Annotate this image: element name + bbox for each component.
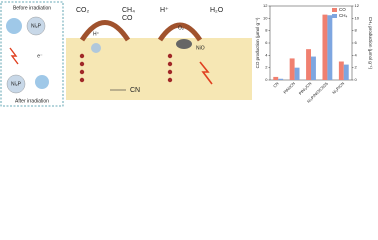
bar bbox=[278, 78, 284, 80]
y-tick-label: 10 bbox=[263, 15, 268, 20]
y2-tick-label: 8 bbox=[355, 28, 358, 33]
x-tick-label: PtNi/CN bbox=[282, 81, 296, 95]
bar bbox=[273, 76, 279, 80]
bar-chart: 0 2 4 6 8 10 12 0 2 4 6 8 10 12 CO production (μmol g⁻… bbox=[255, 3, 373, 104]
particle bbox=[6, 18, 22, 34]
ch4-label: CH₄ bbox=[122, 7, 135, 14]
bar bbox=[289, 58, 295, 80]
particle bbox=[35, 75, 49, 89]
y2-tick-label: 10 bbox=[355, 15, 360, 20]
y-tick-label: 8 bbox=[265, 28, 268, 33]
legend-label: CH₄ bbox=[339, 13, 347, 18]
y-tick-label: 4 bbox=[265, 52, 268, 57]
ni2p-label: Ni₂P bbox=[11, 81, 22, 87]
page: {"diagram": {"before": "Before irradiati… bbox=[0, 0, 378, 110]
y2-tick-label: 2 bbox=[355, 65, 358, 70]
legend-swatch bbox=[332, 8, 337, 12]
particle bbox=[6, 74, 26, 94]
ni2p-label: Ni₂P bbox=[31, 23, 42, 29]
h2o-label: H₂O bbox=[210, 7, 224, 14]
o2-label: O₂ bbox=[178, 25, 184, 31]
after-label: After irradiation bbox=[15, 98, 49, 104]
legend-swatch bbox=[332, 14, 337, 18]
co-label: CO bbox=[122, 15, 133, 22]
bar bbox=[294, 67, 300, 80]
x-tick-label: CN bbox=[272, 81, 280, 89]
bar bbox=[338, 61, 344, 80]
lightning bbox=[9, 47, 19, 65]
y2-tick-label: 6 bbox=[355, 40, 358, 45]
y-axis-title: CO production (μmol g⁻¹) bbox=[255, 17, 260, 68]
y2-axis-title: CH₄ production (μmol g⁻¹) bbox=[368, 17, 373, 70]
x-tick-label: PtNi₂/CN bbox=[298, 81, 313, 96]
particle bbox=[91, 43, 101, 53]
legend-label: CO bbox=[339, 7, 346, 12]
bar bbox=[306, 49, 311, 80]
y-tick-label: 0 bbox=[265, 77, 268, 82]
lightning bbox=[199, 61, 213, 85]
x-tick-label: Ni₂P/CN bbox=[331, 81, 345, 95]
before-label: Before irradiation bbox=[13, 5, 51, 11]
nio-label: NiO bbox=[196, 45, 205, 51]
cn-label: CN bbox=[130, 87, 140, 94]
y2-tick-label: 12 bbox=[355, 3, 360, 8]
co2-label: CO₂ bbox=[76, 7, 90, 14]
electron-label: e⁻ bbox=[37, 53, 43, 59]
inset-box bbox=[0, 1, 64, 107]
y2-tick-label: 4 bbox=[355, 52, 358, 57]
h-plus-label: H⁺ bbox=[93, 31, 100, 37]
arrow bbox=[79, 20, 131, 42]
h-plus-label: H⁺ bbox=[160, 7, 169, 14]
bar bbox=[343, 64, 349, 80]
y-tick-label: 2 bbox=[265, 65, 268, 70]
figure: Before irradiation Ni₂P e⁻ Ni₂P After ir… bbox=[0, 1, 373, 107]
arrow bbox=[157, 22, 203, 42]
electron-row bbox=[79, 53, 173, 83]
y2-tick-label: 0 bbox=[355, 77, 358, 82]
nio-particle bbox=[176, 39, 192, 49]
bar bbox=[322, 14, 328, 81]
y-tick-label: 6 bbox=[265, 40, 268, 45]
particle bbox=[26, 16, 46, 36]
y-tick-label: 12 bbox=[263, 3, 268, 8]
bar bbox=[327, 15, 333, 80]
bar bbox=[311, 56, 316, 80]
